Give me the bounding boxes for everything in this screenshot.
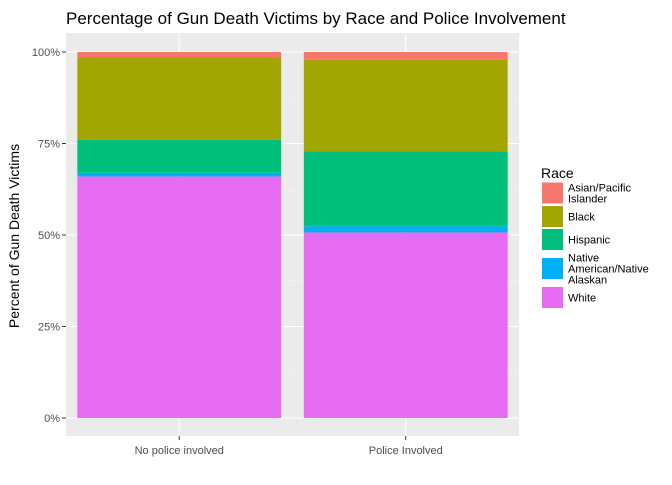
legend-label: Black <box>568 212 595 224</box>
legend-item-white: White <box>542 287 596 308</box>
y-tick-label: 25% <box>38 322 60 334</box>
y-axis-label: Percent of Gun Death Victims <box>6 144 22 328</box>
legend-swatch <box>542 229 563 250</box>
bar-segment-hispanic <box>77 139 282 173</box>
legend-label: Islander <box>568 194 607 206</box>
legend-label: Native <box>568 253 599 265</box>
legend-item-hispanic: Hispanic <box>542 229 611 250</box>
x-tick-label: Police Involved <box>369 445 443 457</box>
bar-segment-asian <box>77 52 282 58</box>
legend-swatch <box>542 182 563 204</box>
legend-swatch <box>542 258 563 279</box>
bar-segment-asian <box>303 52 508 60</box>
bar-segment-hispanic <box>303 151 508 227</box>
y-tick-label: 100% <box>32 47 60 59</box>
legend-label: American/Native <box>568 264 649 276</box>
bar-segment-black <box>77 57 282 140</box>
plot-panel: 0% 25% 50% 75% 100% No police involved Police … <box>32 33 519 457</box>
legend-item-black: Black <box>542 206 595 227</box>
y-tick-label: 75% <box>38 139 60 151</box>
legend-label: Alaskan <box>568 275 607 287</box>
legend-swatch <box>542 206 563 227</box>
legend-swatch <box>542 287 563 308</box>
bar-segment-native <box>303 226 508 233</box>
bar-segment-black <box>303 59 508 152</box>
y-tick-label: 0% <box>44 413 60 425</box>
bar-segment-native <box>77 172 282 177</box>
y-tick-label: 50% <box>38 230 60 242</box>
legend: RaceAsian/PacificIslanderBlackHispanicNa… <box>541 165 649 308</box>
bar-segment-white <box>77 176 282 418</box>
legend-title: Race <box>541 165 574 181</box>
x-tick-label: No police involved <box>135 445 224 457</box>
bar-segment-white <box>303 232 508 418</box>
legend-label: White <box>568 293 596 305</box>
legend-label: Asian/Pacific <box>568 183 631 195</box>
legend-label: Hispanic <box>568 235 611 247</box>
chart-title: Percentage of Gun Death Victims by Race … <box>66 9 566 28</box>
